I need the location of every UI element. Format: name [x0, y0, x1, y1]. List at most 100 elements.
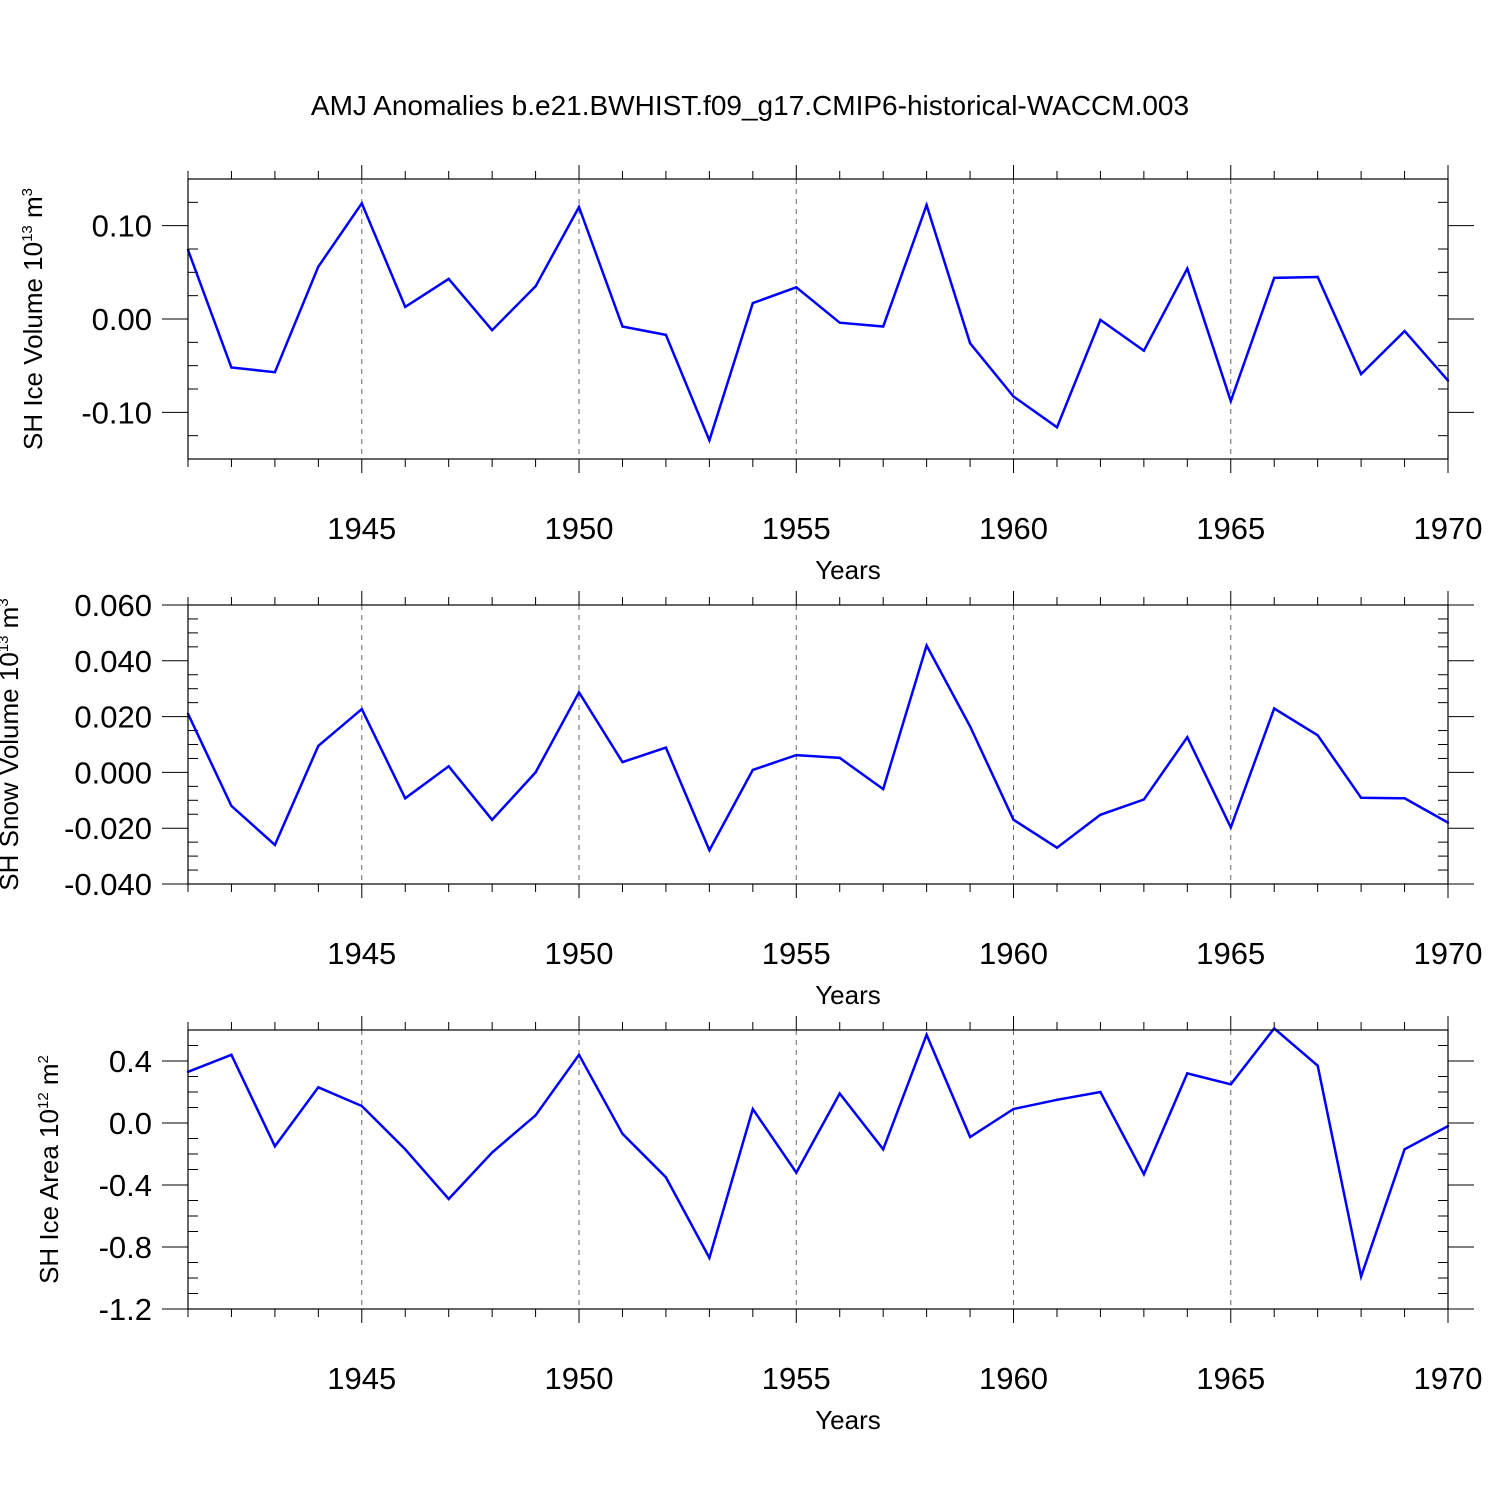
y-tick-label: -1.2 — [99, 1292, 152, 1327]
data-point — [534, 771, 537, 774]
y-axis-label: SH Ice Volume 1013 m3 — [18, 188, 48, 450]
data-point — [447, 1197, 450, 1201]
chart-title: AMJ Anomalies b.e21.BWHIST.f09_g17.CMIP6… — [311, 90, 1189, 121]
series-line — [186, 200, 1449, 444]
data-point — [881, 1148, 885, 1151]
data-point — [1316, 1064, 1319, 1067]
data-point — [1359, 796, 1363, 799]
data-point — [1055, 846, 1059, 849]
x-tick-label: 1965 — [1196, 936, 1265, 971]
x-tick-label: 1960 — [979, 511, 1048, 546]
data-point — [968, 725, 972, 728]
data-point — [1142, 349, 1146, 352]
y-tick-label: 0.0 — [109, 1106, 152, 1141]
data-point — [534, 1114, 537, 1117]
y-tick-label: 0.020 — [74, 700, 152, 735]
data-point — [490, 1151, 494, 1154]
data-point — [490, 818, 494, 822]
plot-frame — [187, 604, 1449, 885]
data-point — [1316, 275, 1319, 279]
data-point — [621, 760, 624, 764]
x-tick-label: 1960 — [979, 1361, 1048, 1396]
data-point — [664, 1176, 668, 1179]
x-tick-label: 1965 — [1196, 1361, 1265, 1396]
data-point — [968, 1135, 972, 1139]
y-axis-label: SH Snow Volume 1013 m3 — [0, 598, 24, 890]
data-point — [1186, 267, 1189, 270]
plot-frame — [187, 1029, 1449, 1310]
data-point — [317, 265, 320, 268]
data-point — [751, 768, 755, 772]
data-point — [925, 644, 928, 647]
data-point — [1273, 1027, 1276, 1030]
x-tick-label: 1970 — [1414, 1361, 1483, 1396]
panel-1: -0.10 0.00 0.10 1945 1950 1955 1960 1965 1970 Yea… — [18, 165, 1482, 585]
data-point — [1403, 797, 1406, 800]
data-point — [1403, 329, 1406, 333]
data-point — [925, 203, 928, 207]
x-tick-label: 1945 — [327, 511, 396, 546]
x-tick-label: 1955 — [762, 936, 831, 971]
data-point — [1099, 318, 1102, 322]
data-point — [795, 1171, 798, 1174]
x-tick-label: 1955 — [762, 1361, 831, 1396]
data-point — [1186, 736, 1189, 739]
data-point — [1012, 395, 1015, 398]
data-point — [1229, 399, 1232, 403]
data-point — [447, 277, 450, 281]
y-tick-label: -0.020 — [64, 811, 152, 846]
x-tick-label: 1945 — [327, 1361, 396, 1396]
y-tick-label: 0.4 — [109, 1044, 152, 1079]
data-point — [751, 301, 755, 305]
x-tick-label: 1955 — [762, 511, 831, 546]
data-point — [1273, 707, 1276, 710]
y-axis-label: SH Ice Area 1012 m2 — [34, 1055, 64, 1284]
data-point — [838, 756, 841, 760]
data-point — [621, 325, 624, 328]
data-point — [1055, 1098, 1059, 1101]
data-point — [447, 765, 450, 768]
data-point — [1012, 818, 1015, 822]
x-tick-label: 1945 — [327, 936, 396, 971]
data-point — [664, 333, 668, 337]
data-point — [360, 202, 363, 205]
x-axis-label: Years — [815, 980, 881, 1010]
data-point — [1273, 276, 1276, 280]
data-point — [490, 329, 494, 332]
data-point — [1055, 426, 1059, 429]
panel-3: -1.2 -0.8 -0.4 0.0 0.4 1945 1950 1955 1960 1965 19… — [34, 1016, 1482, 1435]
plot-frame — [187, 178, 1449, 460]
y-tick-label: 0.10 — [92, 209, 152, 244]
data-point — [1403, 1148, 1406, 1151]
data-point — [1142, 798, 1146, 801]
data-point — [881, 325, 885, 328]
y-tick-label: 0.060 — [74, 588, 152, 623]
data-point — [1099, 1090, 1102, 1094]
data-point — [838, 1092, 841, 1095]
data-point — [795, 753, 798, 757]
data-point — [230, 1053, 233, 1057]
data-point — [230, 804, 233, 808]
data-point — [273, 1145, 277, 1148]
data-point — [881, 787, 885, 791]
data-point — [1186, 1072, 1189, 1075]
data-point — [577, 1053, 581, 1057]
data-point — [708, 439, 711, 442]
data-point — [838, 321, 841, 324]
x-axis-label: Years — [815, 555, 881, 585]
data-point — [708, 1256, 711, 1260]
x-tick-label: 1970 — [1414, 936, 1483, 971]
data-point — [317, 1086, 320, 1089]
y-tick-label: -0.8 — [99, 1230, 152, 1265]
data-point — [751, 1107, 755, 1111]
y-tick-label: -0.4 — [99, 1168, 152, 1203]
data-point — [404, 1148, 407, 1151]
y-tick-label: 0.040 — [74, 644, 152, 679]
data-point — [1099, 813, 1102, 817]
data-point — [534, 285, 537, 288]
data-point — [664, 746, 668, 749]
data-point — [230, 366, 233, 369]
data-point — [968, 342, 972, 345]
data-point — [317, 744, 320, 748]
